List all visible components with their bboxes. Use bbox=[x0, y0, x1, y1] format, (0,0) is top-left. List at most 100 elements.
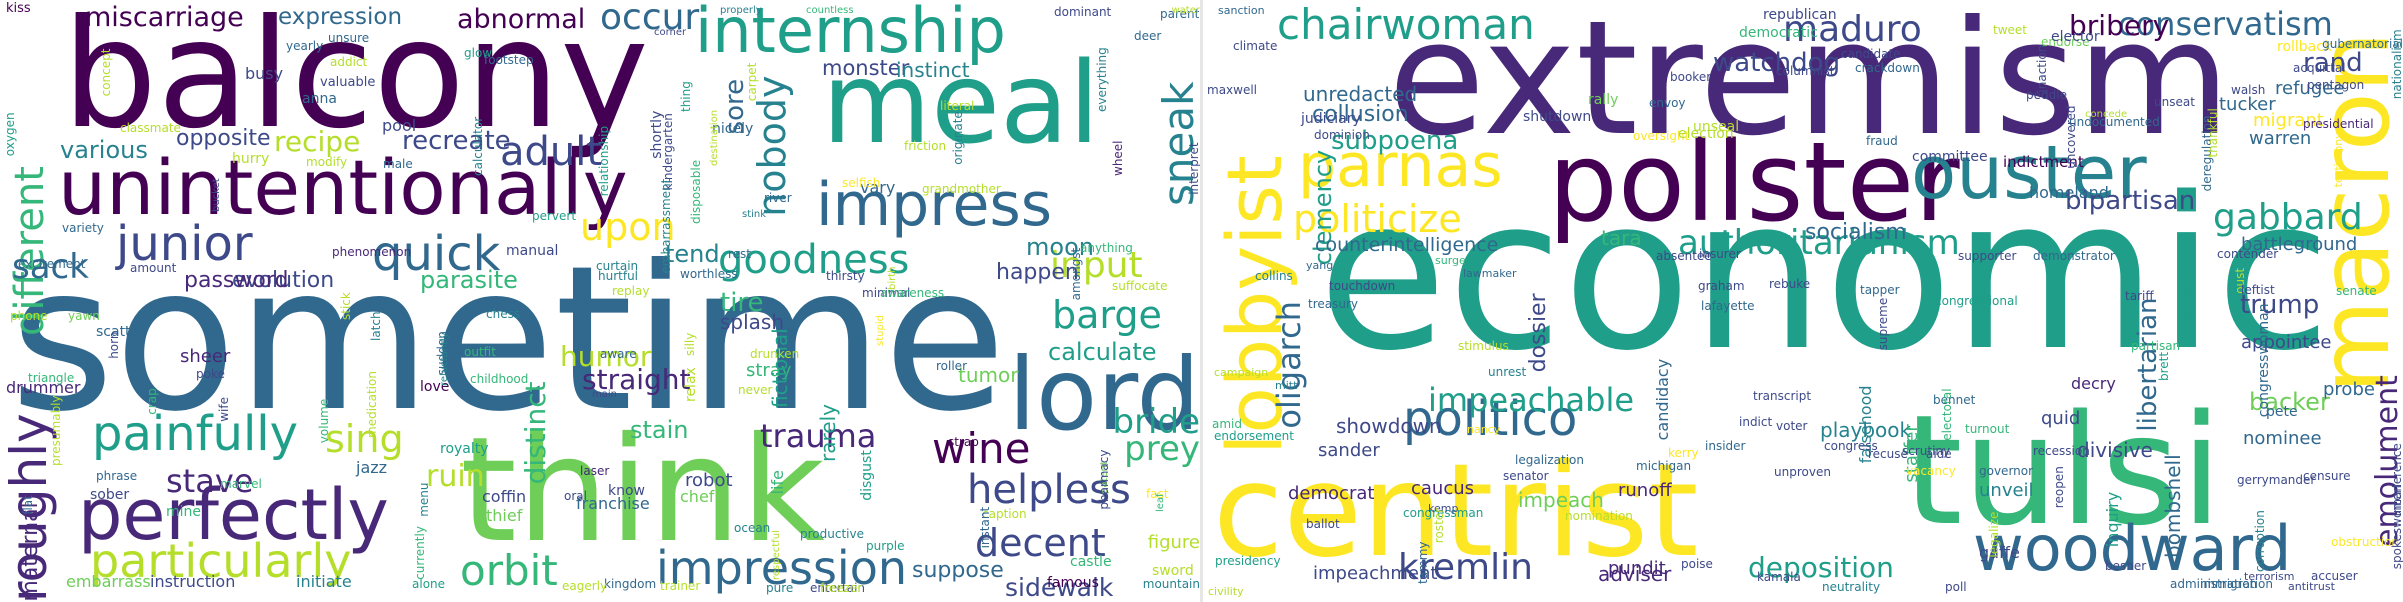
word-democratic: democratic bbox=[1739, 25, 1818, 41]
word-carpet: carpet bbox=[745, 62, 759, 102]
word-painfully: painfully bbox=[92, 406, 299, 462]
word-yearly: yearly bbox=[286, 39, 324, 53]
word-mitt: mitt bbox=[1275, 379, 1298, 392]
word-gaffe: gaffe bbox=[1979, 543, 2020, 562]
word-deposition: deposition bbox=[1748, 551, 1894, 584]
word-pool: pool bbox=[382, 116, 417, 135]
word-tammy: tammy bbox=[1416, 541, 1430, 584]
word-vacancy: vacancy bbox=[1906, 464, 1956, 478]
word-indictment: indictment bbox=[2003, 153, 2084, 171]
word-impeachment: impeachment bbox=[1313, 563, 1438, 584]
word-jazz: jazz bbox=[356, 458, 388, 477]
word-touchdown: touchdown bbox=[1329, 279, 1396, 293]
word-ruin: ruin bbox=[426, 459, 485, 494]
word-committee: committee bbox=[1912, 149, 1988, 165]
word-stray: stray bbox=[746, 360, 792, 381]
word-presumably: presumably bbox=[49, 395, 63, 466]
word-probe: probe bbox=[2323, 379, 2375, 400]
word-rebuke: rebuke bbox=[1769, 277, 1811, 291]
word-pure: pure bbox=[766, 581, 794, 595]
word-decry: decry bbox=[2071, 374, 2116, 393]
word-climate: climate bbox=[1233, 39, 1278, 53]
word-unsure: unsure bbox=[328, 31, 370, 45]
word-kerry: kerry bbox=[1668, 446, 1699, 460]
word-silly: silly bbox=[683, 332, 697, 356]
word-oral: oral bbox=[564, 489, 587, 503]
word-appointee: appointee bbox=[2241, 332, 2332, 353]
word-tumor: tumor bbox=[958, 363, 1019, 387]
word-sword: sword bbox=[1152, 563, 1194, 579]
word-caucus: caucus bbox=[1411, 478, 1475, 499]
word-water: water bbox=[1171, 5, 1201, 16]
word-manual: manual bbox=[506, 243, 559, 259]
word-concede: concede bbox=[2085, 109, 2128, 120]
word-embarrassment: embarrassment bbox=[659, 178, 673, 274]
word-think: think bbox=[460, 406, 825, 575]
word-insurer: insurer bbox=[1699, 247, 1741, 261]
word-senate: senate bbox=[2336, 284, 2377, 298]
word-interpret: interpret bbox=[1187, 142, 1200, 195]
word-upon: upon bbox=[580, 205, 676, 249]
word-poke: poke bbox=[196, 367, 225, 381]
word-caption: caption bbox=[982, 507, 1027, 521]
word-love: love bbox=[420, 379, 450, 395]
word-aide: aide bbox=[1926, 447, 1952, 461]
word-franchise: franchise bbox=[576, 494, 650, 513]
word-suffocate: suffocate bbox=[1112, 279, 1168, 293]
word-roller: roller bbox=[936, 359, 967, 373]
word-outfit: outfit bbox=[464, 345, 496, 359]
word-supporter: supporter bbox=[1958, 249, 2017, 263]
word-pervert: pervert bbox=[532, 209, 577, 223]
word-kemp: kemp bbox=[1428, 502, 1459, 515]
word-disposable: disposable bbox=[689, 159, 703, 224]
word-oversight: oversight bbox=[1633, 129, 1690, 143]
word-trauma: trauma bbox=[760, 417, 877, 455]
word-obstruction: obstruction bbox=[2331, 535, 2400, 549]
word-partisan: partisan bbox=[2131, 339, 2181, 353]
word-famous: famous bbox=[1047, 575, 1099, 591]
word-inquiry: inquiry bbox=[2103, 491, 2122, 548]
word-stink: stink bbox=[742, 209, 767, 220]
word-bipartisan: bipartisan bbox=[2065, 186, 2196, 216]
word-republican: republican bbox=[1763, 7, 1837, 23]
word-acquittal: acquittal bbox=[2293, 61, 2346, 75]
word-maxwell: maxwell bbox=[1207, 83, 1258, 97]
word-purple: purple bbox=[866, 539, 905, 553]
word-suppose: suppose bbox=[912, 558, 1004, 583]
word-pharmacy: pharmacy bbox=[1097, 449, 1111, 510]
word-decent: decent bbox=[975, 521, 1106, 565]
word-footstep: footstep bbox=[484, 53, 534, 67]
word-walsh: walsh bbox=[2231, 83, 2266, 97]
word-antitrust: antitrust bbox=[2288, 580, 2335, 593]
word-humor: humor bbox=[560, 340, 652, 373]
word-peddle: peddle bbox=[2026, 88, 2067, 102]
word-wine: wine bbox=[932, 424, 1031, 473]
word-deer: deer bbox=[1134, 29, 1162, 43]
word-gerrymander: gerrymander bbox=[2237, 473, 2316, 487]
word-unrest: unrest bbox=[1488, 365, 1527, 379]
word-leftist: leftist bbox=[2241, 283, 2275, 297]
word-recreate: recreate bbox=[402, 126, 511, 156]
word-gubernatorial: gubernatorial bbox=[2322, 37, 2403, 51]
word-tariff: tariff bbox=[2125, 289, 2154, 303]
word-entertain: entertain bbox=[810, 581, 866, 595]
word-rally: rally bbox=[1588, 92, 1619, 108]
word-robot: robot bbox=[685, 470, 733, 491]
word-worthless: worthless bbox=[680, 267, 738, 281]
word-yawn: yawn bbox=[68, 309, 100, 323]
word-booker: booker bbox=[1670, 70, 1712, 84]
word-tire: tire bbox=[720, 288, 764, 318]
word-junior: junior bbox=[116, 216, 253, 272]
word-elector: elector bbox=[2051, 29, 2100, 45]
word-tend: tend bbox=[665, 240, 720, 268]
word-bride: bride bbox=[1112, 402, 1200, 442]
word-kremlin: kremlin bbox=[1398, 547, 1533, 588]
word-showdown: showdown bbox=[1336, 414, 1442, 438]
word-respectful: respectful bbox=[771, 530, 782, 580]
word-crap: crap bbox=[145, 388, 159, 415]
word-dominion: dominion bbox=[1314, 128, 1370, 142]
word-internship: internship bbox=[695, 0, 1006, 67]
word-initiate: initiate bbox=[296, 572, 352, 591]
word-sometime: sometime bbox=[10, 223, 1007, 456]
word-productive: productive bbox=[800, 527, 864, 541]
